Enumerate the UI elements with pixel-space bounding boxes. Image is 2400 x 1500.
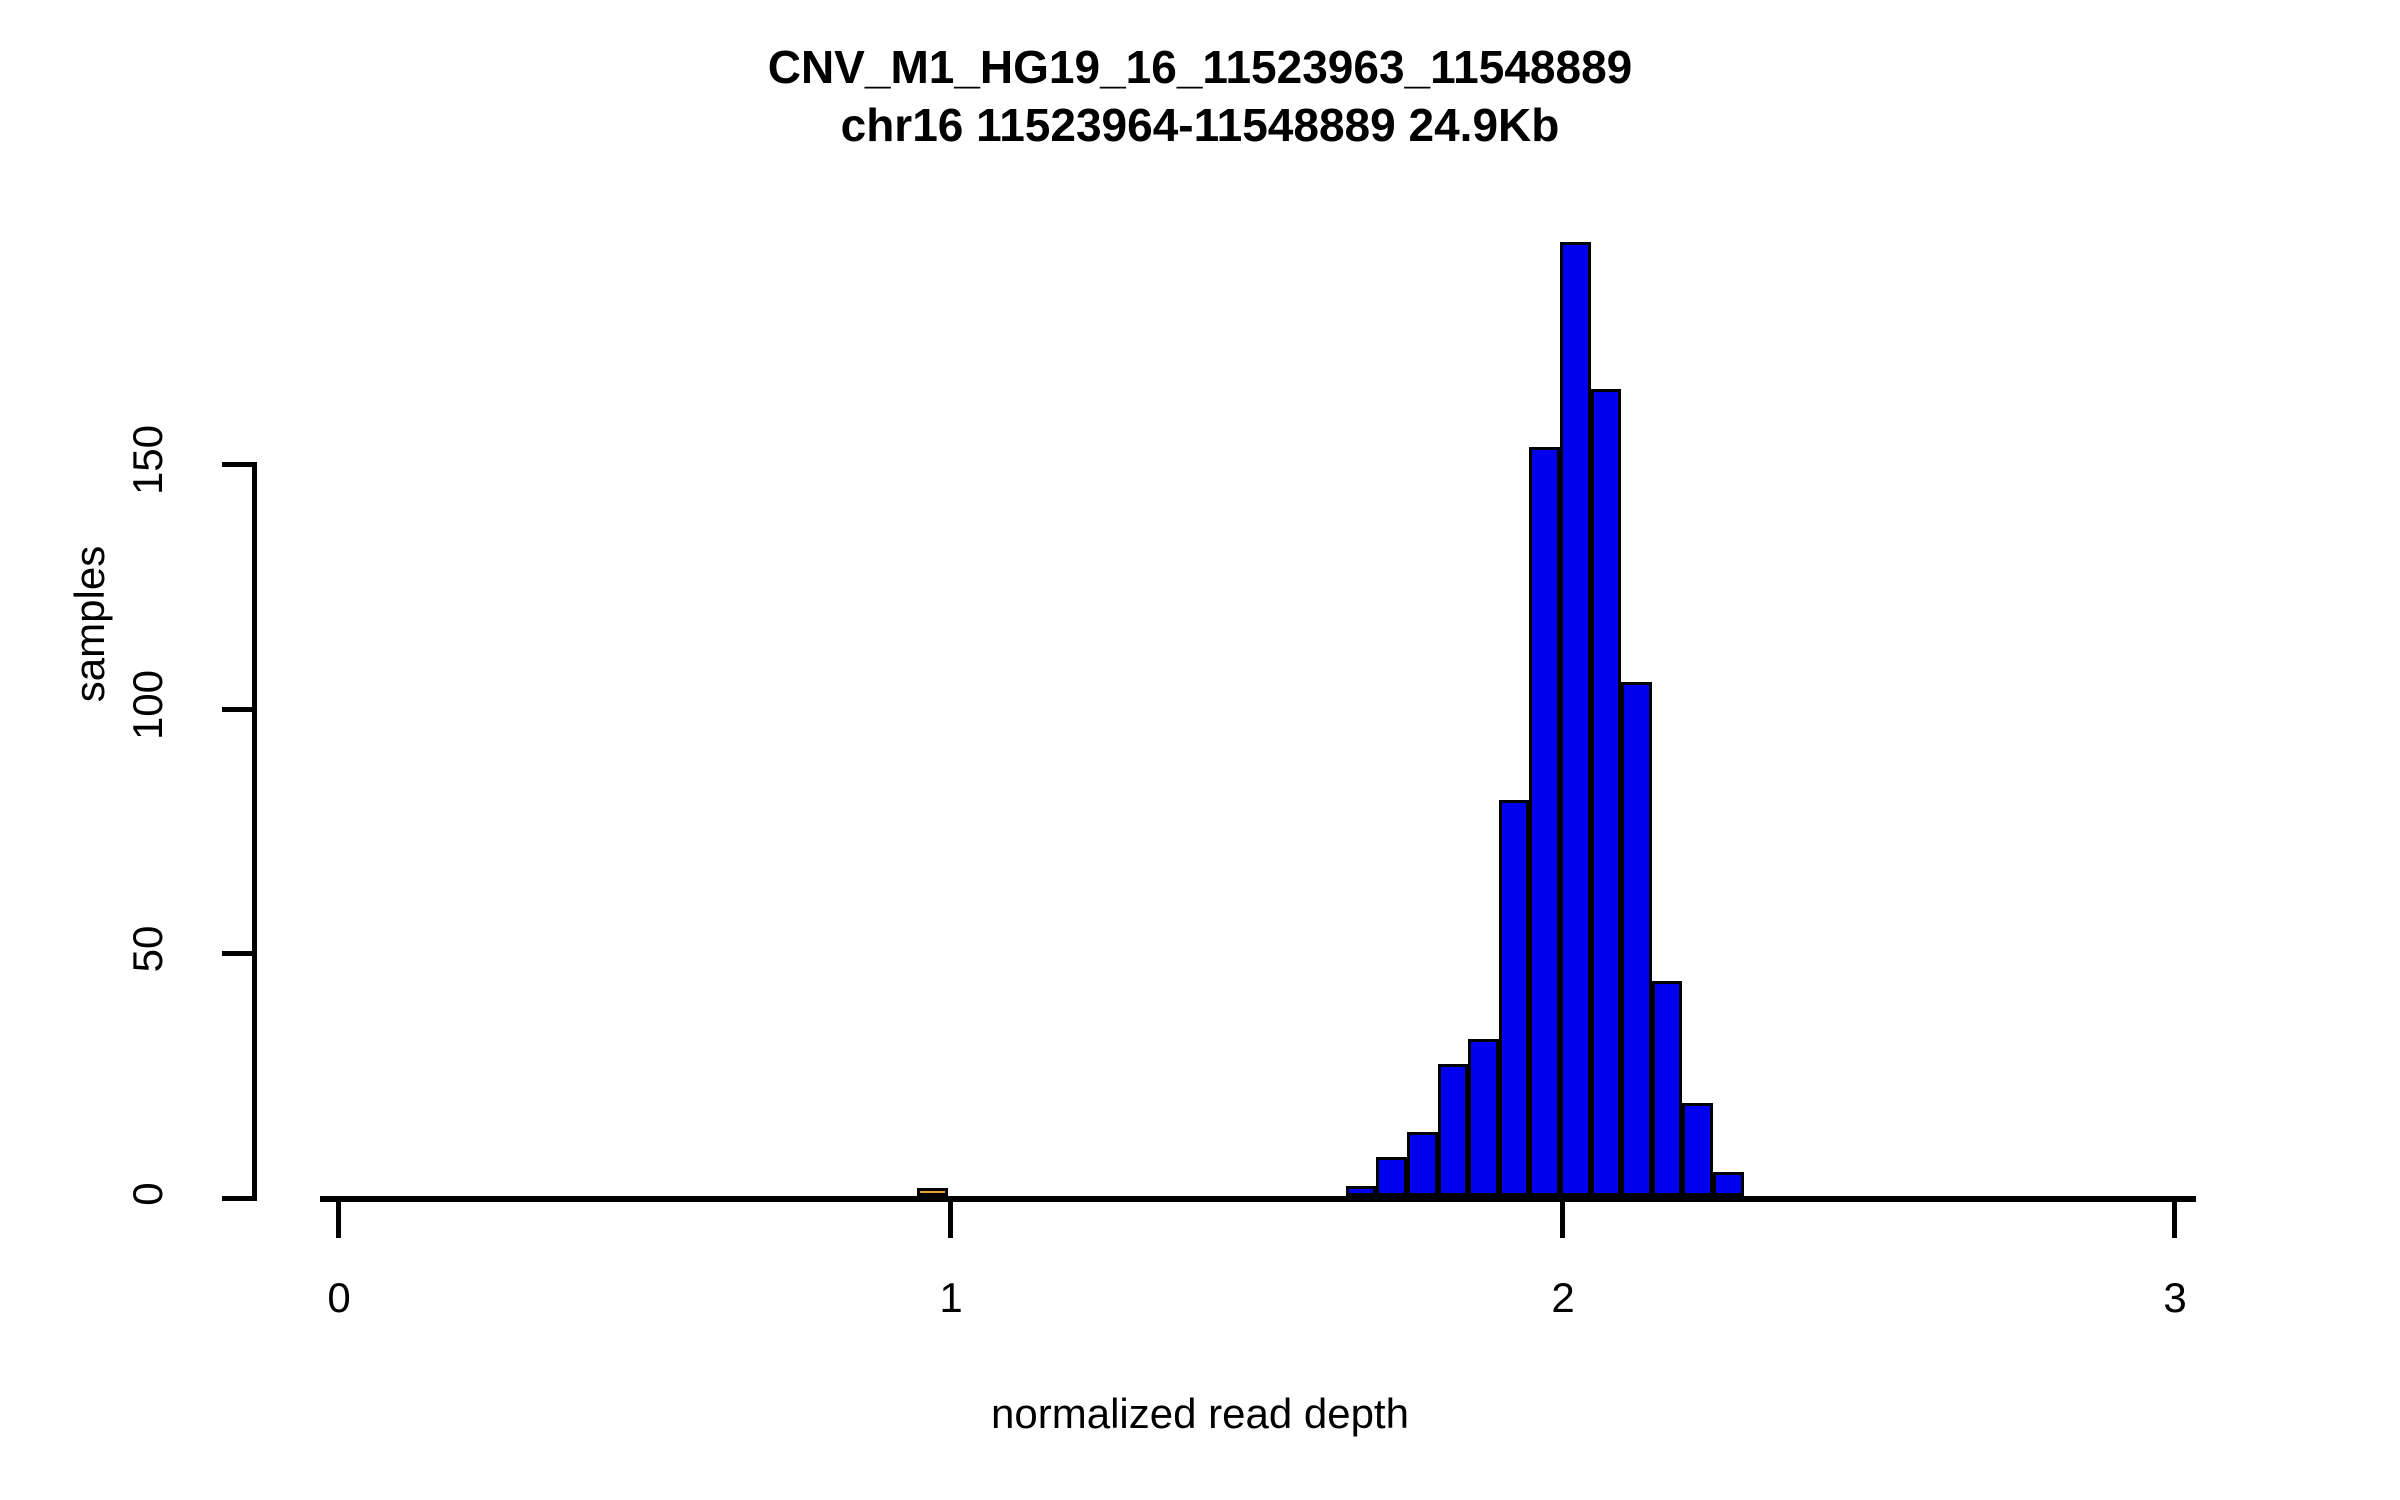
x-axis-tick-label: 3 xyxy=(2163,1274,2187,1321)
y-axis-tick-label: 150 xyxy=(124,424,171,496)
y-axis-tick-label: 0 xyxy=(124,1182,171,1206)
histogram-bar xyxy=(1682,1103,1713,1196)
y-axis-spine xyxy=(252,462,257,1201)
histogram-bar xyxy=(917,1188,948,1196)
histogram-bar xyxy=(1407,1132,1438,1196)
y-axis-tick-label: 100 xyxy=(124,669,171,740)
chart-title-block: CNV_M1_HG19_16_11523963_11548889 chr16 1… xyxy=(0,38,2400,154)
x-axis-spine xyxy=(320,1196,2196,1202)
y-axis-label: samples xyxy=(66,545,113,703)
x-axis-tick xyxy=(2172,1202,2177,1238)
histogram-bar xyxy=(1468,1039,1499,1196)
y-axis-tick-label: 50 xyxy=(124,925,171,973)
histogram-bar xyxy=(1437,1063,1469,1196)
histogram-bar xyxy=(1345,1186,1377,1196)
chart-subtitle: chr16 11523964-11548889 24.9Kb xyxy=(840,99,1560,151)
x-axis-tick xyxy=(336,1202,341,1238)
histogram-bar xyxy=(1713,1171,1744,1196)
x-axis-tick-label: 1 xyxy=(939,1274,963,1321)
histogram-bar xyxy=(1529,447,1560,1196)
x-axis-tick-label: 0 xyxy=(327,1274,351,1321)
histogram-bar xyxy=(1651,980,1683,1196)
histogram-bar xyxy=(1621,682,1652,1196)
x-axis-tick xyxy=(948,1202,953,1238)
histogram-bar xyxy=(1376,1156,1407,1196)
page-title: CNV_M1_HG19_16_11523963_11548889 xyxy=(767,41,1633,93)
y-axis-tick xyxy=(222,462,257,467)
histogram-bar xyxy=(1560,241,1591,1196)
y-axis-tick xyxy=(222,706,257,712)
x-axis-tick xyxy=(1560,1202,1565,1238)
histogram-bar xyxy=(1498,799,1530,1196)
x-axis-label: normalized read depth xyxy=(991,1390,1409,1437)
y-axis-tick xyxy=(222,951,257,957)
x-axis-tick-label: 2 xyxy=(1551,1274,1575,1321)
y-axis-tick xyxy=(222,1196,257,1201)
histogram-bar xyxy=(1590,388,1622,1196)
